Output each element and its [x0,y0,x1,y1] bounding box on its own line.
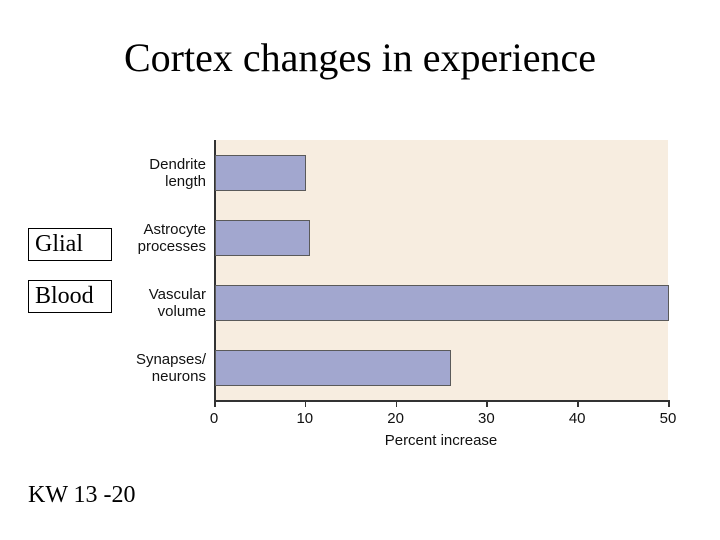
bar [215,350,451,386]
annotation-glial: Glial [28,228,112,261]
category-label: Dendrite length [124,156,206,191]
x-axis-title: Percent increase [214,432,668,449]
x-tick-label: 10 [296,410,313,427]
bar [215,155,306,191]
x-tick [668,400,670,407]
footer-text: KW 13 -20 [28,482,136,509]
x-tick-label: 30 [478,410,495,427]
category-label: Vascular volume [124,286,206,321]
x-tick [396,400,398,407]
bar-chart: Percent increase 01020304050Dendrite len… [124,140,668,440]
slide: Cortex changes in experience Glial Blood… [0,0,720,540]
x-tick-label: 20 [387,410,404,427]
x-axis [215,400,669,402]
x-tick [214,400,216,407]
slide-title: Cortex changes in experience [0,34,720,81]
bar [215,285,669,321]
category-label: Astrocyte processes [124,221,206,256]
x-tick-label: 50 [660,410,677,427]
bar [215,220,310,256]
x-tick-label: 0 [210,410,218,427]
x-tick [486,400,488,407]
annotation-blood: Blood [28,280,112,313]
x-tick [577,400,579,407]
x-tick [305,400,307,407]
x-tick-label: 40 [569,410,586,427]
category-label: Synapses/ neurons [124,351,206,386]
